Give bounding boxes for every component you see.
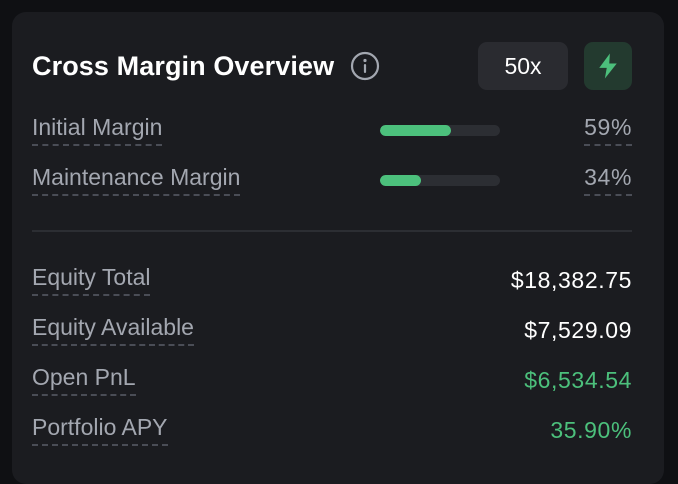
portfolio-apy-label[interactable]: Portfolio APY (32, 414, 168, 446)
equity-total-row: Equity Total $18,382.75 (32, 262, 632, 298)
equity-total-value: $18,382.75 (510, 266, 632, 293)
maintenance-margin-label[interactable]: Maintenance Margin (32, 164, 241, 196)
equity-total-label[interactable]: Equity Total (32, 264, 151, 296)
initial-margin-label[interactable]: Initial Margin (32, 114, 163, 146)
card-header: Cross Margin Overview 50x (32, 42, 632, 90)
card-title: Cross Margin Overview (32, 50, 335, 81)
open-pnl-value: $6,534.54 (524, 366, 632, 393)
equity-available-value: $7,529.09 (524, 316, 632, 343)
portfolio-apy-row: Portfolio APY 35.90% (32, 412, 632, 448)
maintenance-margin-bar-fill (380, 174, 421, 186)
open-pnl-label[interactable]: Open PnL (32, 364, 136, 396)
open-pnl-row: Open PnL $6,534.54 (32, 362, 632, 398)
cross-margin-card: Cross Margin Overview 50x Initial Margin… (12, 12, 664, 484)
equity-available-label[interactable]: Equity Available (32, 314, 194, 346)
initial-margin-row: Initial Margin 59% (32, 112, 632, 148)
section-divider (32, 230, 632, 232)
equity-available-row: Equity Available $7,529.09 (32, 312, 632, 348)
leverage-button[interactable]: 50x (478, 42, 568, 90)
initial-margin-percent: 59% (584, 114, 632, 146)
maintenance-margin-bar (380, 174, 500, 186)
quick-action-button[interactable] (584, 42, 632, 90)
lightning-bolt-icon (599, 53, 617, 79)
maintenance-margin-percent: 34% (584, 164, 632, 196)
portfolio-apy-value: 35.90% (550, 416, 632, 443)
initial-margin-bar (380, 124, 500, 136)
initial-margin-bar-fill (380, 124, 451, 136)
maintenance-margin-row: Maintenance Margin 34% (32, 162, 632, 198)
info-icon[interactable] (350, 51, 380, 81)
